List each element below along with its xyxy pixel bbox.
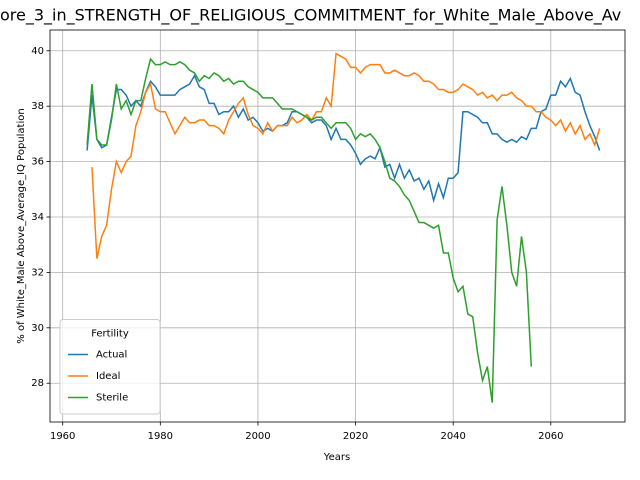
legend-label: Ideal bbox=[96, 371, 120, 382]
y-tick-label: 38 bbox=[31, 101, 44, 112]
y-tick-label: 32 bbox=[31, 267, 44, 278]
x-tick-label: 1980 bbox=[148, 431, 173, 442]
data-line bbox=[91, 52, 601, 259]
legend-box bbox=[59, 319, 161, 415]
y-tick-label: 36 bbox=[31, 157, 44, 168]
x-tick-label: 2060 bbox=[538, 431, 563, 442]
x-axis-label: Years bbox=[323, 452, 350, 463]
y-tick-label: 28 bbox=[31, 378, 44, 389]
y-tick-label: 34 bbox=[31, 212, 44, 223]
y-tick-label: 40 bbox=[31, 46, 44, 57]
data-line bbox=[86, 74, 601, 204]
legend-label: Sterile bbox=[96, 393, 128, 404]
plot-frame bbox=[49, 29, 626, 423]
chart-title: ore_3_in_STRENGTH_OF_RELIGIOUS_COMMITMEN… bbox=[0, 6, 621, 26]
y-tick-label: 30 bbox=[31, 323, 44, 334]
x-tick-label: 2040 bbox=[440, 431, 465, 442]
y-axis-label: % of White_Male Above_Average_IQ Populat… bbox=[16, 108, 27, 343]
legend: Fertility Actual Ideal Sterile bbox=[59, 319, 161, 415]
x-tick-label: 1960 bbox=[50, 431, 75, 442]
legend-title: Fertility bbox=[91, 329, 129, 340]
data-line bbox=[86, 57, 533, 403]
legend-label: Actual bbox=[96, 350, 127, 361]
x-tick-label: 2020 bbox=[343, 431, 368, 442]
x-tick-label: 2000 bbox=[245, 431, 270, 442]
